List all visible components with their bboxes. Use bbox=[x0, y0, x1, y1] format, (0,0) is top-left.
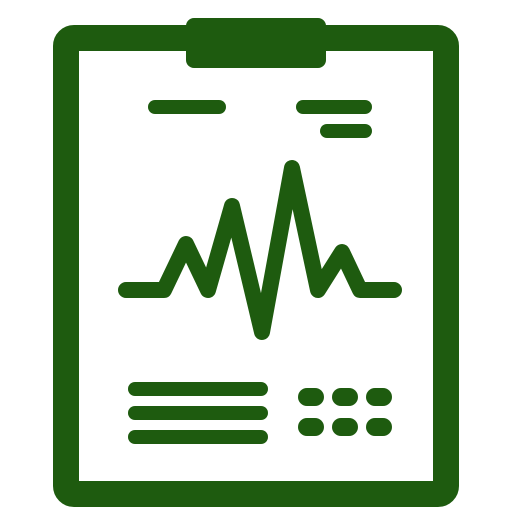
header-bar-right-top bbox=[296, 100, 372, 114]
header-bar-right-bottom bbox=[320, 124, 372, 138]
medical-chart-clipboard-icon bbox=[0, 0, 512, 512]
pill-dot bbox=[298, 388, 324, 406]
pill-dot bbox=[366, 388, 392, 406]
pill-dot bbox=[366, 418, 392, 436]
pill-dot bbox=[298, 418, 324, 436]
pill-dot bbox=[332, 418, 358, 436]
pill-dot bbox=[332, 388, 358, 406]
clipboard-clip bbox=[186, 18, 326, 68]
footer-line-1 bbox=[128, 382, 268, 396]
footer-line-3 bbox=[128, 430, 268, 444]
footer-line-2 bbox=[128, 406, 268, 420]
ekg-waveform bbox=[126, 168, 394, 332]
header-bar-left bbox=[148, 100, 226, 114]
